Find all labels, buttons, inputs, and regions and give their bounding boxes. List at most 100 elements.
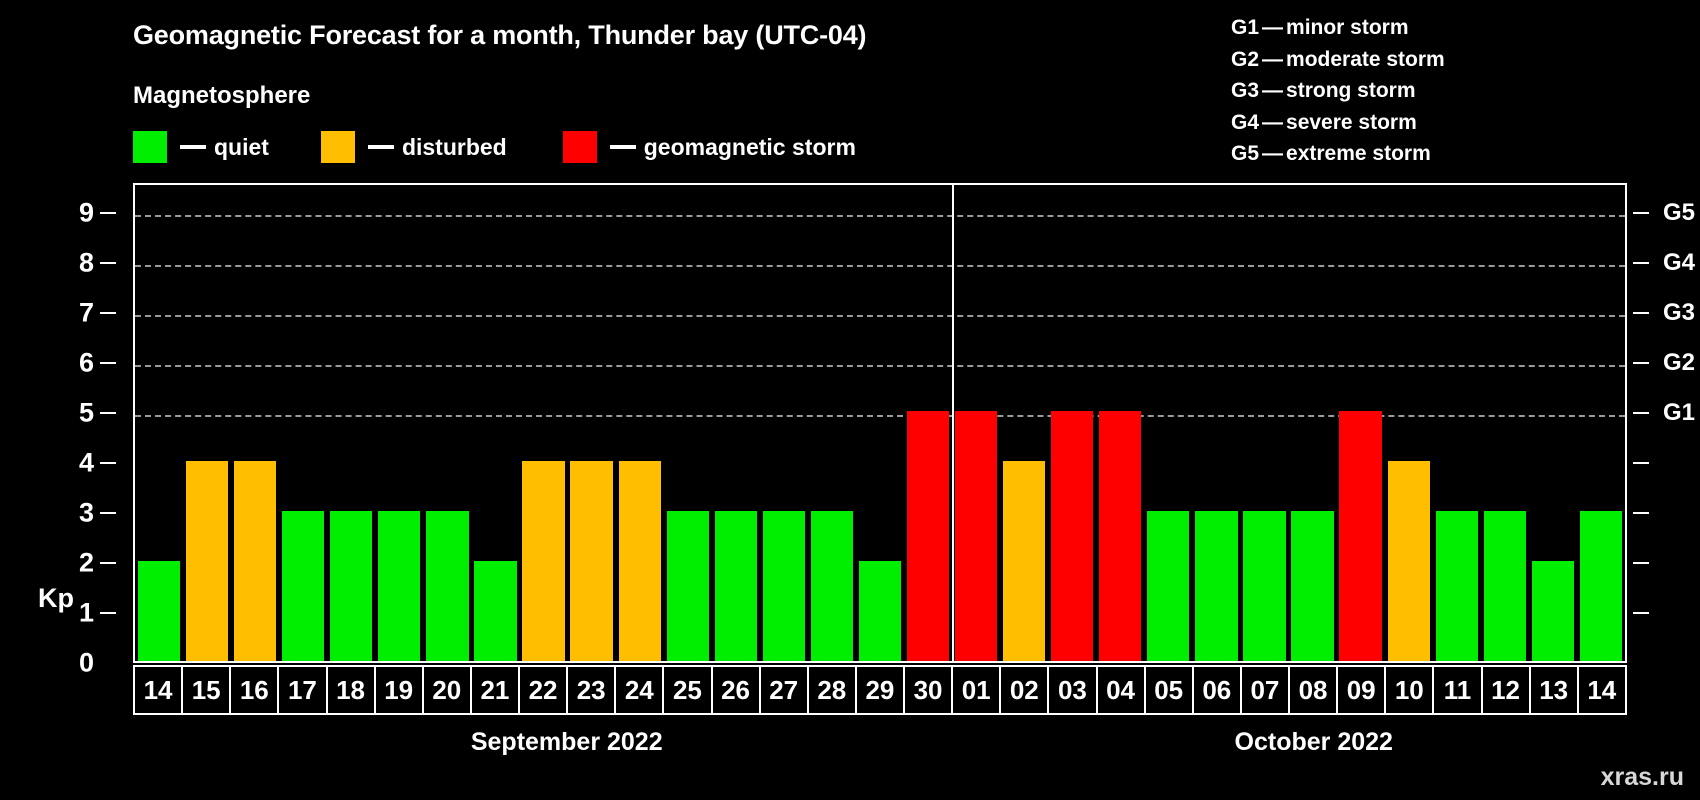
bar-september-23 bbox=[570, 461, 613, 661]
date-cell-september-21: 21 bbox=[472, 667, 520, 713]
gridline-kp-5 bbox=[135, 415, 1625, 417]
month-caption-october: October 2022 bbox=[1234, 728, 1393, 756]
date-axis: 14 15 16 17 18 19 20 21 22 23 24 25 26 27 28 29 30 01 02 03… bbox=[133, 665, 1627, 715]
kp-tick-label-8: 8 bbox=[78, 247, 94, 278]
g-legend-dash: — bbox=[1262, 79, 1284, 102]
kp-tick-label-1: 1 bbox=[78, 597, 94, 628]
bar-slot bbox=[904, 185, 952, 661]
legend-dash-icon bbox=[180, 145, 206, 149]
bar-slot bbox=[616, 185, 664, 661]
g-legend-row-g4: G4 — severe storm bbox=[1231, 107, 1445, 139]
kp-tick-mark-6 bbox=[100, 362, 116, 364]
bar-slot bbox=[1433, 185, 1481, 661]
g-legend-code: G1 bbox=[1231, 16, 1260, 39]
g-legend-code: G3 bbox=[1231, 79, 1260, 102]
kp-tick-label-3: 3 bbox=[78, 497, 94, 528]
legend-swatch-disturbed bbox=[320, 131, 355, 163]
bar-september-14 bbox=[137, 561, 181, 661]
bar-slot bbox=[1000, 185, 1048, 661]
bar-slot bbox=[1096, 185, 1144, 661]
bar-september-19 bbox=[378, 511, 421, 661]
date-cell-september-27: 27 bbox=[761, 667, 809, 713]
legend-entry-disturbed: disturbed bbox=[320, 131, 507, 163]
date-cell-october-13: 13 bbox=[1531, 667, 1579, 713]
g-legend-dash: — bbox=[1262, 110, 1284, 134]
date-cell-september-30: 30 bbox=[905, 667, 954, 713]
bar-october-03 bbox=[1051, 411, 1094, 661]
g-legend-code: G5 bbox=[1231, 142, 1260, 165]
magnetosphere-label: Magnetosphere bbox=[133, 82, 311, 109]
date-cell-september-22: 22 bbox=[520, 667, 569, 713]
bar-october-04 bbox=[1099, 411, 1142, 661]
legend-swatch-quiet bbox=[133, 131, 167, 163]
bar-slot bbox=[760, 185, 808, 661]
bar-slot bbox=[712, 185, 760, 661]
bar-september-15 bbox=[185, 461, 229, 661]
bar-slot bbox=[1529, 185, 1577, 661]
g-legend-dash: — bbox=[1262, 142, 1284, 165]
kp-axis-title: Kp bbox=[38, 583, 74, 613]
g-tick-label-g4: G4 bbox=[1663, 249, 1696, 276]
bar-september-30 bbox=[906, 411, 950, 661]
bar-slot bbox=[1577, 185, 1625, 661]
bar-slot bbox=[231, 185, 279, 661]
g-legend-row-g3: G3 — strong storm bbox=[1231, 75, 1445, 107]
bar-slot bbox=[856, 185, 904, 661]
legend-entry-geomagnetic-storm: geomagnetic storm bbox=[562, 131, 856, 163]
bar-slot bbox=[1240, 185, 1288, 661]
kp-tick-mark-9 bbox=[100, 212, 116, 214]
bar-slot bbox=[808, 185, 856, 661]
legend-dash-icon bbox=[367, 145, 394, 149]
date-cell-september-24: 24 bbox=[616, 667, 665, 713]
kp-tick-label-7: 7 bbox=[78, 297, 94, 328]
gridline-kp-7 bbox=[135, 315, 1625, 317]
bar-october-02 bbox=[1003, 461, 1046, 661]
bar-september-27 bbox=[762, 511, 805, 661]
bar-september-17 bbox=[282, 511, 325, 661]
bar-october-09 bbox=[1339, 411, 1382, 661]
bar-slot bbox=[952, 185, 1000, 661]
g-tick-mark-g3 bbox=[1633, 312, 1649, 314]
date-cell-september-25: 25 bbox=[664, 667, 713, 713]
kp-tick-mark-7 bbox=[100, 312, 116, 314]
g-legend-row-g1: G1 — minor storm bbox=[1231, 12, 1445, 44]
bar-september-26 bbox=[714, 511, 757, 661]
bar-october-06 bbox=[1195, 511, 1238, 661]
legend-label: quiet bbox=[214, 133, 269, 160]
g-tick-label-g5: G5 bbox=[1663, 199, 1696, 226]
bar-slot bbox=[1144, 185, 1192, 661]
g-tick-mark-g4 bbox=[1633, 262, 1649, 264]
g-axis-minor-tick-2 bbox=[1633, 562, 1649, 564]
date-cell-october-01: 01 bbox=[953, 667, 1002, 713]
kp-tick-mark-1 bbox=[100, 612, 116, 614]
g-axis-minor-tick-1 bbox=[1633, 612, 1649, 614]
g-scale-legend: G1 — minor storm G2 — moderate storm G3 — … bbox=[1231, 12, 1445, 170]
kp-tick-label-4: 4 bbox=[78, 447, 94, 478]
bar-october-14 bbox=[1579, 511, 1623, 661]
date-cell-october-03: 03 bbox=[1049, 667, 1098, 713]
date-cell-september-17: 17 bbox=[279, 667, 328, 713]
kp-tick-label-5: 5 bbox=[78, 397, 94, 428]
kp-axis: Kp 0 1 2 3 4 5 6 7 8 9 bbox=[0, 183, 133, 678]
bar-october-13 bbox=[1531, 561, 1574, 661]
g-tick-label-g2: G2 bbox=[1663, 349, 1696, 376]
g-tick-label-g1: G1 bbox=[1663, 399, 1696, 426]
bar-slot bbox=[183, 185, 231, 661]
bar-slot bbox=[279, 185, 327, 661]
g-tick-mark-g5 bbox=[1633, 212, 1649, 214]
g-scale-axis: G1 G2 G3 G4 G5 bbox=[1629, 183, 1700, 663]
color-legend: quiet disturbed geomagnetic storm bbox=[133, 131, 856, 163]
date-cell-october-10: 10 bbox=[1386, 667, 1435, 713]
bar-slot bbox=[423, 185, 471, 661]
date-cell-september-14: 14 bbox=[135, 667, 184, 713]
legend-dash-icon bbox=[609, 145, 636, 149]
bar-october-08 bbox=[1291, 511, 1334, 661]
date-cell-october-09: 09 bbox=[1338, 667, 1387, 713]
bar-slot bbox=[327, 185, 375, 661]
date-cell-october-12: 12 bbox=[1483, 667, 1531, 713]
bar-october-07 bbox=[1243, 511, 1286, 661]
date-cell-october-07: 07 bbox=[1242, 667, 1290, 713]
bar-october-01 bbox=[954, 411, 998, 661]
plot-inner bbox=[135, 185, 1625, 661]
date-cell-september-26: 26 bbox=[713, 667, 761, 713]
